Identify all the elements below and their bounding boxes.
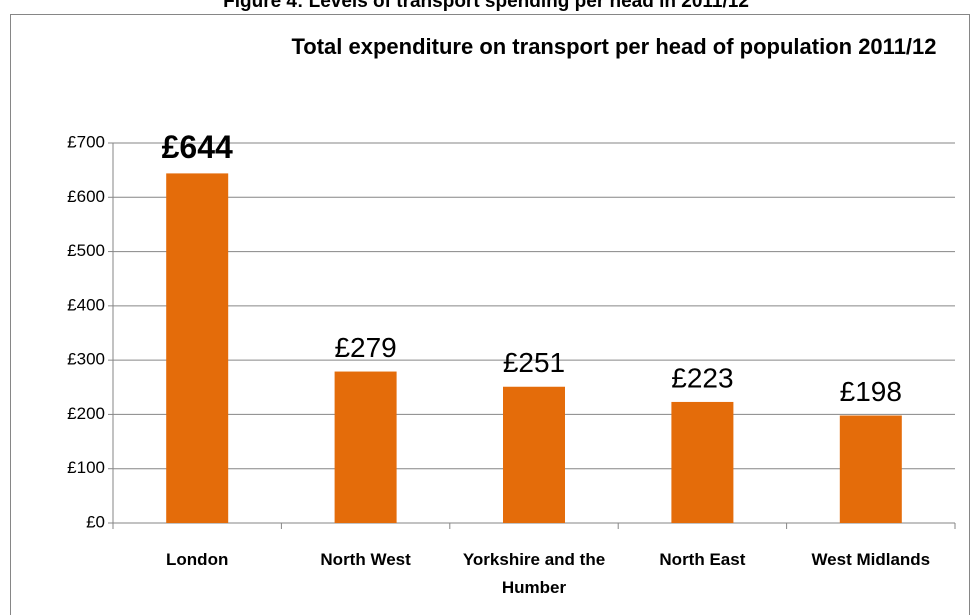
y-tick-label: £400: [67, 295, 105, 314]
bar: [503, 386, 565, 523]
y-tick-label: £200: [67, 404, 105, 423]
bar: [671, 401, 734, 523]
x-tick-label: North East: [659, 550, 746, 569]
chart-border: [10, 14, 970, 615]
bar: [839, 415, 902, 523]
value-label: £279: [334, 332, 396, 363]
x-tick-label: West Midlands: [811, 550, 931, 569]
value-label: £198: [840, 376, 902, 407]
figure-caption: Figure 4: Levels of transport spending p…: [223, 0, 749, 12]
y-tick-label: £100: [67, 458, 105, 477]
x-tick-label: Yorkshire and the Humber: [462, 550, 606, 597]
value-label: £644: [162, 129, 233, 165]
x-tick-label: North West: [320, 550, 411, 569]
y-tick-label: £600: [67, 187, 105, 206]
bar: [334, 371, 397, 523]
chart-title: Total expenditure on transport per head …: [291, 34, 937, 59]
value-label: £223: [671, 362, 733, 393]
y-tick-label: £700: [67, 132, 105, 151]
y-tick-label: £0: [86, 512, 105, 531]
y-tick-label: £500: [67, 241, 105, 260]
y-tick-label: £300: [67, 350, 105, 369]
value-label: £251: [503, 347, 565, 378]
x-tick-label: London: [166, 550, 229, 569]
bar: [166, 173, 229, 523]
